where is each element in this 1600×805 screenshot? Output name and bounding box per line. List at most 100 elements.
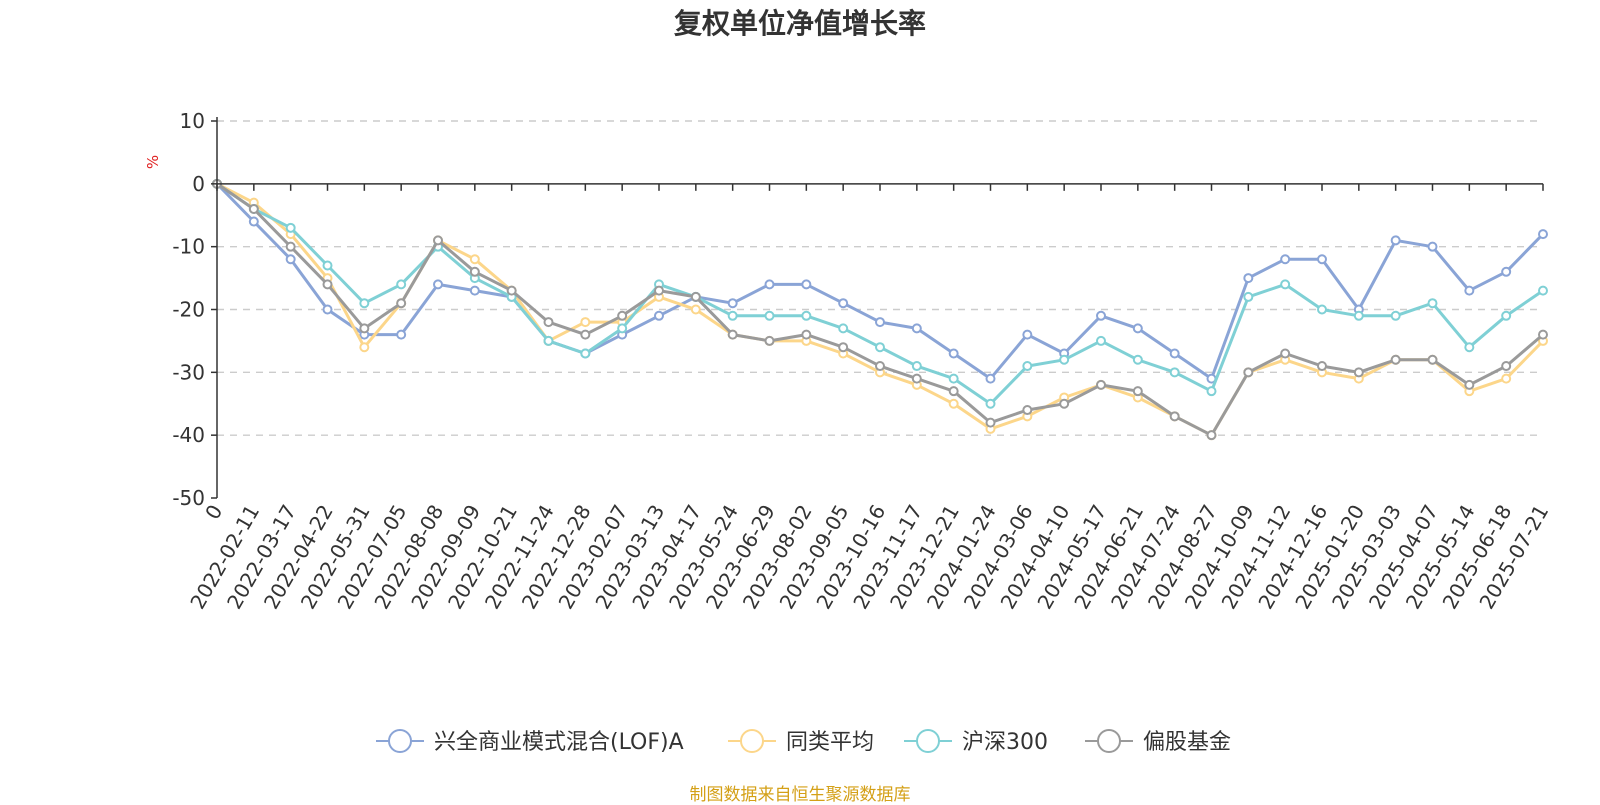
- series-point: [285, 254, 296, 265]
- series-point: [1169, 367, 1180, 378]
- series-point: [1059, 354, 1070, 365]
- series-point: [1280, 348, 1291, 359]
- legend-item[interactable]: 偏股基金: [1085, 729, 1231, 755]
- series-point: [1132, 386, 1143, 397]
- series-point: [1427, 354, 1438, 365]
- series-point: [1206, 430, 1217, 441]
- series-point: [727, 329, 738, 340]
- legend-marker: [388, 729, 412, 753]
- series-point: [1243, 367, 1254, 378]
- series-point: [948, 348, 959, 359]
- series-point: [801, 310, 812, 321]
- series-point: [875, 361, 885, 372]
- series-point: [838, 298, 849, 309]
- series-point: [1096, 310, 1106, 321]
- series-point: [1022, 405, 1033, 416]
- series-point: [433, 279, 443, 290]
- series-point: [727, 298, 738, 309]
- series-point: [727, 310, 738, 321]
- series-point: [285, 222, 296, 233]
- series-point: [911, 373, 922, 384]
- series-point: [1538, 285, 1548, 296]
- series-point: [1096, 379, 1106, 390]
- series-point: [396, 298, 407, 309]
- legend[interactable]: 兴全商业模式混合(LOF)A 同类平均 沪深300 偏股基金: [376, 729, 1231, 755]
- series-point: [248, 203, 259, 214]
- chart-title: 复权单位净值增长率: [674, 7, 926, 40]
- series-point: [580, 317, 591, 328]
- series-point: [580, 329, 591, 340]
- legend-marker: [740, 729, 764, 753]
- y-tick-label: -10: [172, 235, 205, 259]
- series-point: [1317, 361, 1327, 372]
- series-point: [285, 241, 296, 252]
- y-tick-label: -50: [172, 486, 205, 510]
- series-point: [838, 342, 849, 353]
- series-point: [1317, 304, 1327, 315]
- series-point: [1169, 411, 1180, 422]
- series-point: [1317, 254, 1327, 265]
- series-point: [654, 285, 664, 296]
- series-point: [838, 323, 849, 334]
- series-point: [690, 291, 701, 302]
- series-4: [212, 178, 1548, 441]
- series-point: [1206, 386, 1217, 397]
- y-tick-label: -20: [172, 298, 205, 322]
- series-point: [322, 279, 333, 290]
- series-point: [1280, 254, 1291, 265]
- series-point: [506, 285, 517, 296]
- y-tick-label: -40: [172, 423, 205, 447]
- series-point: [1390, 354, 1401, 365]
- series-point: [654, 310, 664, 321]
- series-point: [764, 335, 775, 346]
- series-point: [1427, 298, 1438, 309]
- series-point: [1132, 354, 1143, 365]
- legend-item[interactable]: 沪深300: [904, 729, 1048, 755]
- series-point: [1243, 291, 1254, 302]
- series-point: [985, 373, 996, 384]
- legend-item[interactable]: 兴全商业模式混合(LOF)A: [376, 729, 684, 755]
- series-point: [543, 317, 554, 328]
- series-point: [1501, 361, 1512, 372]
- series-3: [212, 178, 1548, 409]
- series-point: [580, 348, 591, 359]
- series-point: [359, 323, 370, 334]
- series-point: [1243, 273, 1254, 284]
- y-tick-label: 0: [192, 172, 205, 196]
- series-point: [1464, 342, 1475, 353]
- x-tick-label: 0: [200, 501, 227, 524]
- series-point: [1538, 229, 1548, 240]
- series-point: [690, 304, 701, 315]
- series-point: [469, 266, 480, 277]
- series-point: [875, 317, 885, 328]
- series-point: [1390, 235, 1401, 246]
- series-lines: [212, 178, 1548, 441]
- series-point: [1501, 266, 1512, 277]
- series-point: [1538, 329, 1548, 340]
- y-axis-unit-label: %: [144, 155, 162, 169]
- series-point: [1464, 379, 1475, 390]
- series-point: [1501, 373, 1512, 384]
- series-point: [1464, 285, 1475, 296]
- legend-item[interactable]: 同类平均: [728, 729, 874, 755]
- series-point: [801, 329, 812, 340]
- legend-label: 兴全商业模式混合(LOF)A: [434, 730, 684, 755]
- series-point: [1353, 310, 1364, 321]
- series-point: [764, 310, 775, 321]
- series-point: [396, 329, 407, 340]
- series-point: [617, 323, 628, 334]
- series-point: [1022, 329, 1033, 340]
- series-point: [1132, 323, 1143, 334]
- series-point: [1390, 310, 1401, 321]
- series-point: [985, 417, 996, 428]
- axes: 100-10-20-30-40-5002022-02-112022-03-172…: [172, 109, 1553, 613]
- series-point: [322, 304, 333, 315]
- series-point: [1022, 361, 1033, 372]
- legend-marker: [916, 729, 940, 753]
- series-point: [948, 398, 959, 409]
- series-point: [248, 216, 259, 227]
- legend-label: 同类平均: [786, 730, 874, 755]
- legend-marker: [1097, 729, 1121, 753]
- series-point: [469, 254, 480, 265]
